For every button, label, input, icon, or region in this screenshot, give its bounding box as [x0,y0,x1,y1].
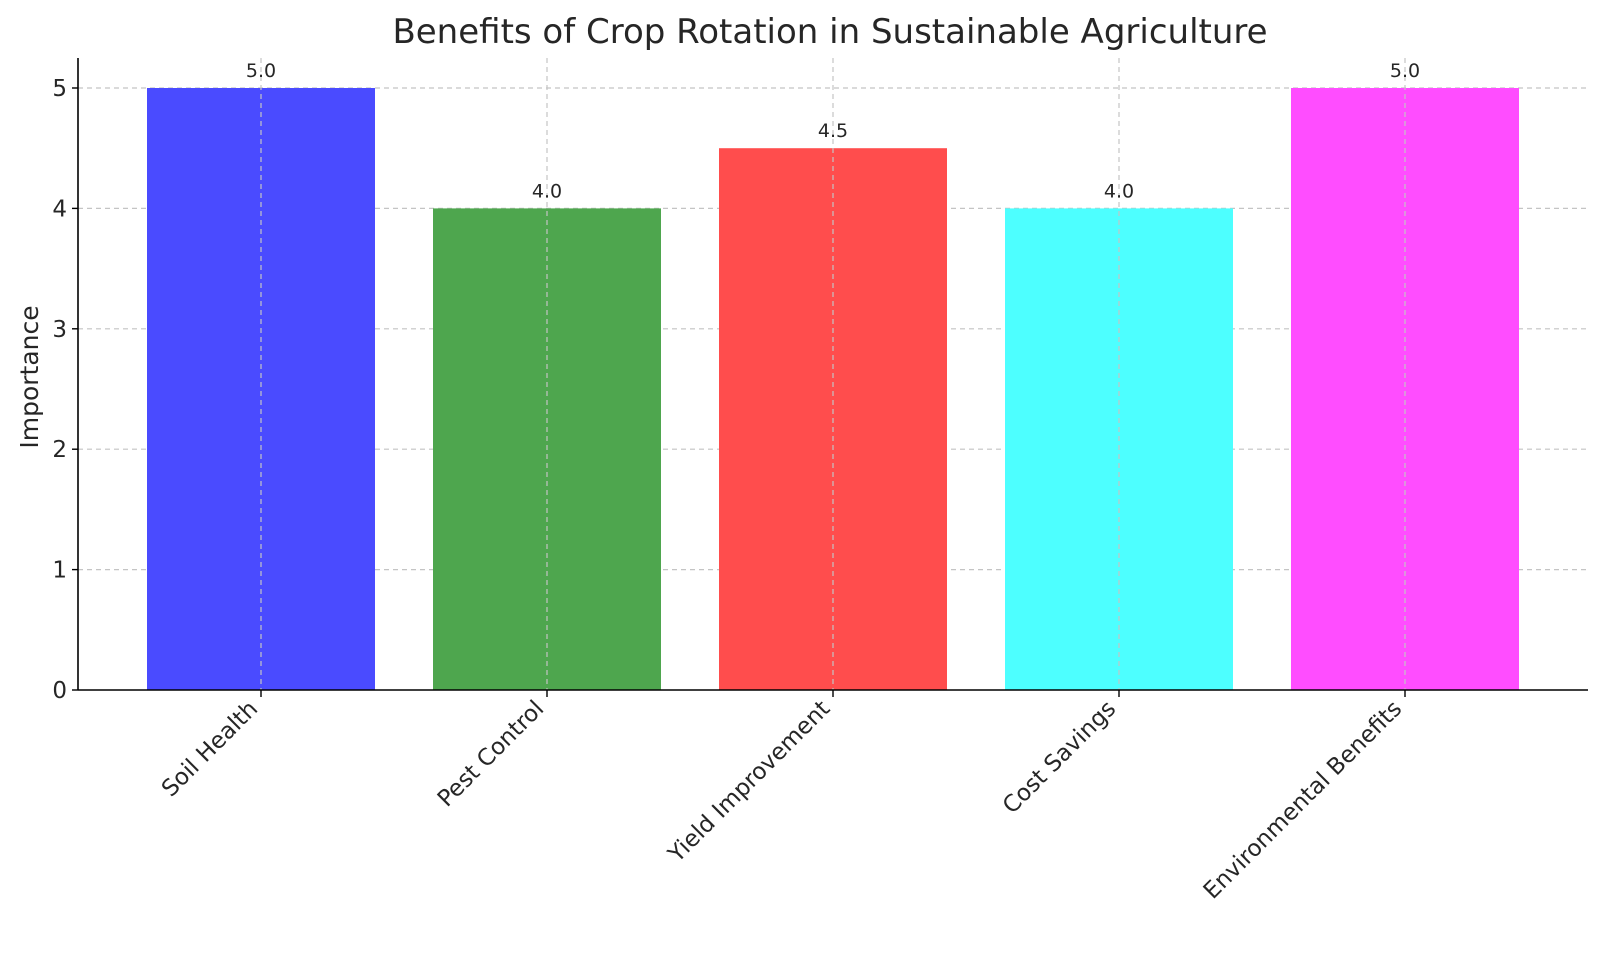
y-ticks: 0 1 2 3 4 5 [52,76,78,704]
y-axis-label: Importance [15,305,44,448]
x-ticks: Soil Health Pest Control Yield Improvement… [157,690,1407,904]
y-tick-label: 1 [52,558,67,584]
bar-value-label: 4.5 [818,120,848,142]
x-tick-label: Environmental Benefits [1199,696,1407,904]
y-tick-label: 3 [52,317,67,343]
y-tick-label: 2 [52,437,67,463]
x-tick-label: Cost Savings [998,696,1121,819]
y-tick-label: 4 [52,196,67,222]
y-tick-label: 0 [52,678,67,704]
bar-value-label: 4.0 [1104,180,1134,202]
x-tick-label: Yield Improvement [663,696,835,868]
chart-title: Benefits of Crop Rotation in Sustainable… [392,12,1267,52]
vertical-grid-lines [260,58,1406,690]
y-tick-label: 5 [52,76,67,102]
bar-value-label: 4.0 [532,180,562,202]
x-tick-label: Pest Control [433,696,549,812]
x-tick-label: Soil Health [157,696,263,802]
bar-value-label: 5.0 [1390,60,1420,82]
bar-value-label: 5.0 [246,60,276,82]
data-labels: 5.0 4.0 4.5 4.0 5.0 [246,60,1420,202]
